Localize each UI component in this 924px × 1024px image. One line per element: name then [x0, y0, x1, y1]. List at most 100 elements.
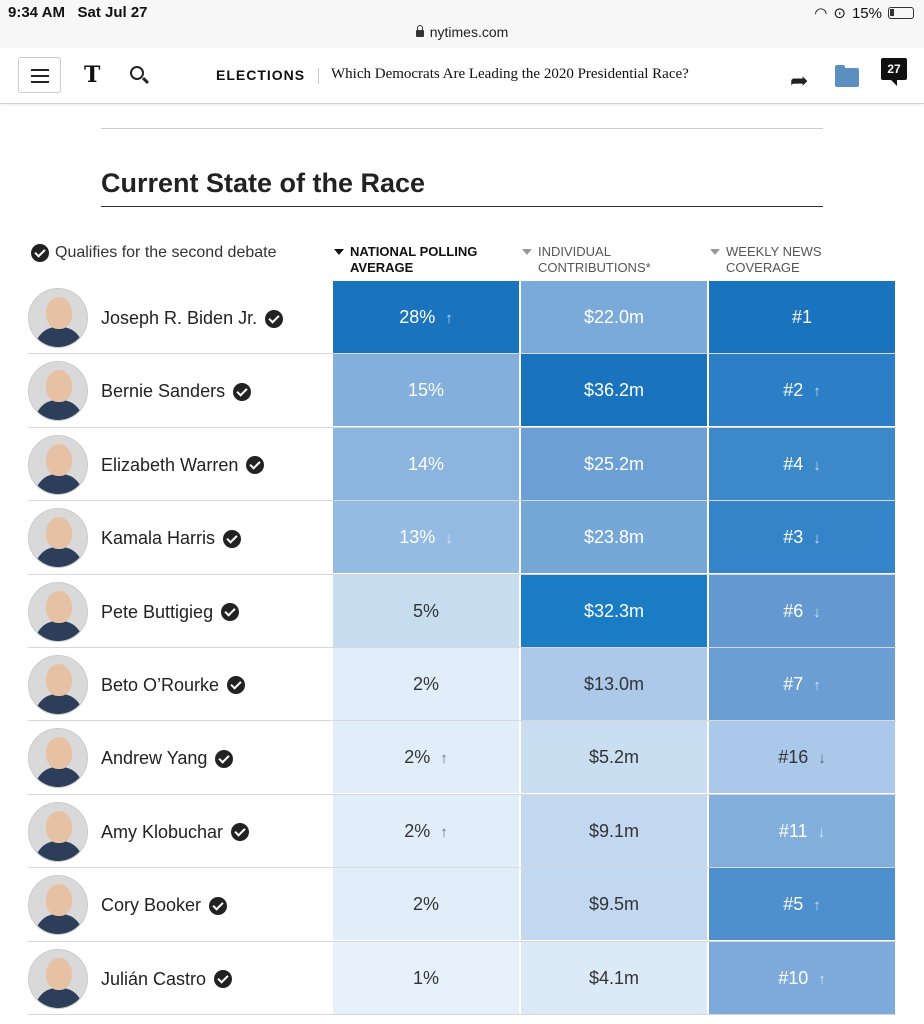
check-circle-icon	[265, 309, 284, 328]
search-icon[interactable]	[130, 66, 144, 80]
menu-button[interactable]	[18, 57, 61, 93]
news-cell: #11 ↓	[709, 794, 895, 867]
avatar	[28, 728, 88, 789]
check-circle-icon	[31, 244, 49, 262]
candidate-name: Amy Klobuchar	[101, 821, 250, 843]
news-cell: #2 ↑	[709, 354, 895, 427]
check-circle-icon	[227, 676, 246, 695]
avatar-shape	[35, 840, 83, 861]
news-cell: #16 ↓	[709, 721, 895, 794]
battery-icon	[888, 7, 914, 19]
avatar-shape	[46, 590, 72, 623]
polling-value: 14%	[407, 453, 445, 474]
divider	[101, 128, 823, 129]
candidate-name-label: Elizabeth Warren	[101, 454, 239, 475]
avatar	[28, 875, 88, 936]
avatar-shape	[35, 987, 83, 1008]
avatar	[28, 581, 88, 642]
save-folder-icon[interactable]	[835, 65, 859, 87]
trend-icon: ↑	[818, 970, 826, 988]
column-header-news[interactable]: Weekly News Coverage	[710, 244, 822, 276]
divider	[101, 206, 823, 207]
wifi-icon: ◠	[814, 5, 828, 22]
contributions-cell: $36.2m	[521, 354, 707, 427]
trend-icon: ↑	[445, 310, 453, 327]
trend-icon: ↓	[813, 530, 821, 548]
news-cell: #6 ↓	[709, 574, 895, 647]
sort-triangle-icon	[334, 249, 344, 255]
legend-label: Qualifies for the second debate	[55, 244, 277, 261]
candidate-name-label: Joseph R. Biden Jr.	[101, 308, 258, 328]
column-header-line: Average	[350, 260, 414, 275]
section-label[interactable]: ELECTIONS	[216, 67, 306, 83]
candidate-name-label: Andrew Yang	[101, 748, 208, 769]
polling-value: 15%	[407, 380, 445, 401]
trend-icon: ↑	[440, 823, 448, 841]
candidate-name-label: Bernie Sanders	[101, 381, 226, 402]
orientation-lock-icon: ⊙	[833, 5, 846, 22]
qualifies-legend: Qualifies for the second debate	[31, 244, 276, 262]
avatar-shape	[35, 767, 83, 788]
news-cell: #7 ↑	[709, 647, 895, 720]
table-row: Bernie Sanders 15% $36.2m #2 ↑	[28, 354, 896, 428]
contributions-cell: $4.1m	[521, 941, 707, 1014]
candidate-name: Elizabeth Warren	[101, 454, 265, 476]
avatar-shape	[35, 327, 83, 347]
avatar-shape	[46, 663, 72, 696]
avatar-shape	[46, 957, 72, 990]
check-circle-icon	[214, 970, 233, 989]
contributions-cell: $25.2m	[521, 427, 707, 500]
article-headline: Which Democrats Are Leading the 2020 Pre…	[331, 66, 689, 82]
contributions-value: $22.0m	[583, 307, 645, 327]
news-cell: #5 ↑	[709, 868, 895, 941]
column-header-line: Individual	[538, 244, 611, 259]
battery-percent: 15%	[851, 4, 882, 22]
trend-icon: ↓	[818, 750, 826, 768]
check-circle-icon	[209, 896, 228, 915]
news-rank-value: #5	[783, 894, 804, 915]
candidate-name-label: Amy Klobuchar	[101, 821, 224, 842]
divider	[318, 68, 319, 84]
avatar	[28, 361, 88, 422]
avatar	[28, 434, 88, 495]
polling-cell: 2%	[333, 647, 519, 720]
polling-value: 2%	[404, 820, 431, 841]
table-row: Julián Castro 1% $4.1m #10 ↑	[28, 941, 896, 1015]
polling-value: 2%	[412, 673, 439, 694]
polling-cell: 5%	[333, 574, 519, 647]
status-bar: 9:34 AM Sat Jul 27 ◠ ⊙ 15% nytimes.com	[0, 0, 924, 48]
comments-button[interactable]: 27	[881, 58, 907, 86]
polling-value: 5%	[412, 600, 439, 621]
check-circle-icon	[246, 456, 265, 475]
avatar-shape	[35, 400, 83, 421]
avatar-shape	[46, 737, 72, 770]
trend-icon: ↓	[817, 823, 826, 841]
url-text: nytimes.com	[429, 24, 509, 40]
candidate-name: Joseph R. Biden Jr.	[101, 308, 284, 329]
contributions-cell: $5.2m	[521, 721, 707, 794]
avatar-shape	[35, 693, 83, 714]
avatar	[28, 801, 88, 862]
candidate-name: Kamala Harris	[101, 528, 242, 549]
column-header-contributions[interactable]: Individual Contributions*	[522, 244, 651, 276]
share-icon[interactable]: ➦	[790, 68, 809, 93]
column-header-polling[interactable]: National Polling Average	[334, 244, 478, 276]
news-cell: #4 ↓	[709, 427, 895, 500]
column-header-line: Weekly News	[726, 244, 822, 259]
address-bar[interactable]: nytimes.com	[0, 24, 924, 40]
table-row: Beto O’Rourke 2% $13.0m #7 ↑	[28, 647, 896, 722]
avatar-shape	[46, 370, 72, 403]
candidate-name-label: Kamala Harris	[101, 528, 216, 549]
trend-icon: ↑	[440, 750, 448, 768]
news-rank-value: #7	[783, 673, 804, 694]
trend-icon: ↓	[445, 530, 453, 548]
news-rank-value: #11	[778, 820, 808, 841]
check-circle-icon	[231, 823, 250, 842]
table-row: Kamala Harris 13% ↓ $23.8m #3 ↓	[28, 501, 896, 575]
site-header: T ELECTIONS Which Democrats Are Leading …	[0, 48, 924, 104]
column-header-line: National Polling	[350, 244, 478, 259]
contributions-cell: $9.5m	[521, 868, 707, 941]
sort-triangle-icon	[522, 249, 532, 255]
nyt-logo-icon[interactable]: T	[84, 62, 101, 88]
candidate-name-label: Pete Buttigieg	[101, 601, 214, 622]
